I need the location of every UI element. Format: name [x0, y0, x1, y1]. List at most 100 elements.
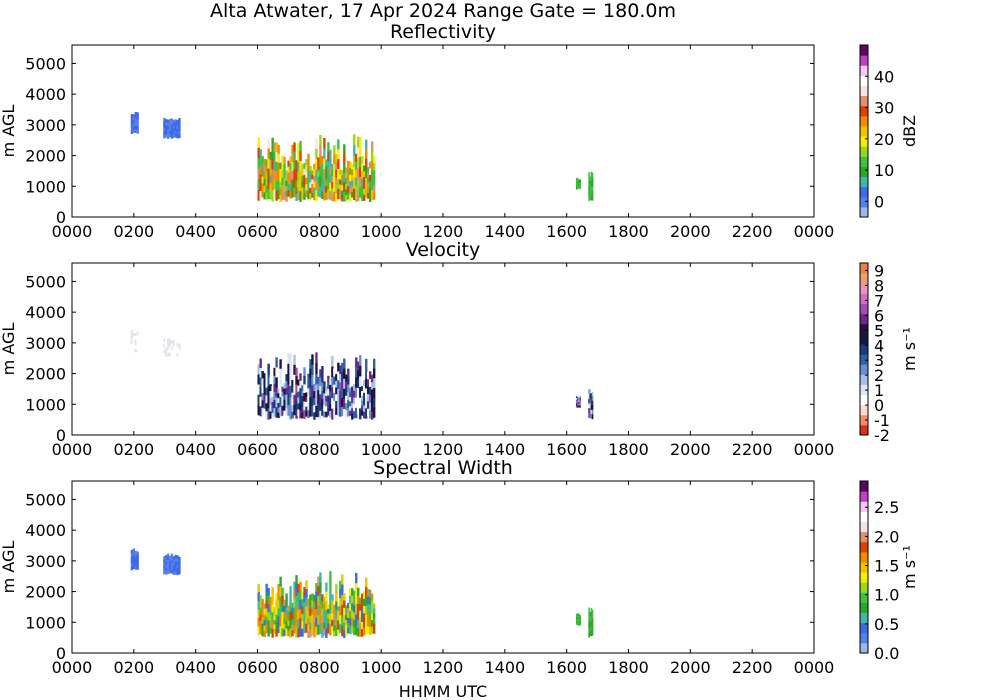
echo-cell [163, 556, 166, 560]
echo-cell [365, 577, 368, 588]
echo-cell [315, 180, 318, 191]
echo-cell [289, 156, 292, 164]
echo-cell [369, 597, 372, 606]
echo-cell [588, 181, 590, 187]
echo-cell [293, 178, 296, 189]
echo-cell [590, 631, 593, 637]
echo-cell [369, 410, 372, 419]
colorbar-segment [860, 354, 868, 365]
echo-cell [313, 594, 316, 603]
echo-cell [259, 406, 262, 417]
echo-cell [341, 605, 344, 616]
echo-cell [273, 607, 276, 612]
echo-cell [363, 194, 366, 201]
colorbar-segment [860, 602, 868, 614]
echo-cell [309, 615, 312, 624]
echo-cell [172, 568, 175, 572]
x-tick-label: 0400 [175, 440, 216, 459]
echo-cell [369, 619, 372, 628]
colorbar-label: m s⁻¹ [900, 545, 919, 589]
echo-cell [136, 115, 139, 120]
echo-cell [335, 592, 338, 602]
echo-cell [299, 590, 302, 601]
echo-cell [281, 401, 284, 407]
echo-cell [307, 410, 310, 419]
x-tick-label: 1600 [546, 658, 587, 677]
echo-cell [170, 566, 174, 571]
echo-cell [575, 619, 578, 622]
echo-cell [341, 169, 344, 176]
echo-cell [357, 627, 360, 637]
echo-cell [357, 595, 360, 605]
echo-cell [273, 151, 276, 162]
echo-cell [361, 410, 364, 416]
echo-cell [349, 618, 352, 627]
echo-cell [337, 397, 340, 407]
echo-cell [335, 153, 338, 163]
echo-cell [263, 609, 266, 615]
echo-cell [337, 371, 340, 381]
echo-cell [130, 123, 134, 128]
echo-cell [257, 626, 260, 636]
echo-cell [363, 606, 366, 614]
echo-cell [271, 148, 274, 160]
echo-cell [353, 377, 356, 385]
echo-cell [577, 179, 579, 183]
echo-cell [166, 129, 170, 133]
echo-cell [579, 399, 581, 402]
echo-cell [313, 615, 316, 624]
echo-cell [365, 596, 368, 607]
echo-cell [345, 402, 348, 411]
echo-cell [273, 161, 276, 172]
echo-cell [275, 181, 278, 192]
echo-cell [130, 553, 134, 557]
echo-cell [289, 184, 292, 192]
echo-cell [291, 613, 294, 620]
echo-cell [357, 379, 360, 389]
y-tick-label: 2000 [25, 583, 66, 602]
echo-cell [132, 123, 135, 127]
echo-cell [261, 378, 264, 387]
echo-cell [281, 192, 284, 201]
echo-cell [317, 189, 320, 197]
echo-cell [263, 625, 266, 632]
echo-cell [319, 145, 322, 157]
echo-cell [297, 152, 300, 163]
echo-cell [343, 163, 346, 174]
echo-cell [329, 592, 332, 604]
echo-cell [329, 174, 332, 184]
echo-cell [178, 127, 181, 132]
echo-cell [363, 613, 366, 622]
echo-cell [165, 122, 168, 126]
echo-cell [267, 158, 270, 169]
echo-cell [325, 385, 328, 392]
echo-cell [299, 599, 302, 610]
echo-cell [134, 115, 137, 120]
echo-cell [319, 166, 322, 177]
echo-cell [323, 615, 326, 623]
echo-cell [277, 600, 280, 609]
colorbar-segment [860, 642, 868, 654]
echo-cell [355, 614, 358, 626]
echo-cell [291, 170, 294, 181]
echo-cell [367, 371, 370, 380]
echo-cell [299, 618, 302, 628]
echo-cell [337, 169, 340, 180]
echo-cell [321, 398, 324, 408]
echo-cell [590, 626, 593, 632]
echo-cell [261, 623, 264, 631]
echo-cell [359, 630, 362, 637]
echo-cell [579, 187, 581, 190]
echo-cell [275, 357, 278, 368]
echo-cell [257, 168, 260, 180]
echo-cell [277, 189, 280, 200]
echo-cell [297, 162, 300, 172]
echo-cell [313, 181, 316, 189]
echo-cell [353, 156, 356, 168]
echo-cell [299, 373, 302, 382]
echo-cell [575, 613, 578, 616]
echo-cell [293, 624, 296, 634]
echo-cell [575, 401, 578, 404]
echo-cell [329, 149, 332, 159]
echo-cell [293, 354, 296, 366]
